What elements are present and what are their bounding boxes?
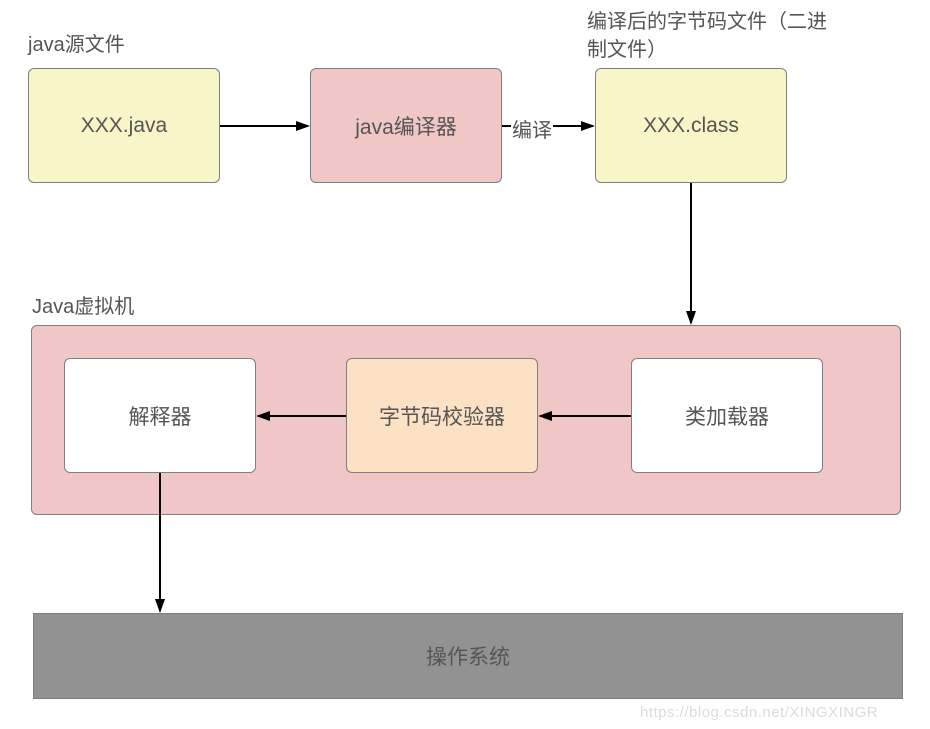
diagram-canvas: java源文件 编译后的字节码文件（二进 制文件） Java虚拟机 XXX.ja… (0, 0, 930, 729)
watermark-text: https://blog.csdn.net/XINGXINGR (640, 704, 878, 721)
compile-edge-label: 编译 (511, 114, 553, 143)
arrow-source-to-compiler (0, 0, 930, 729)
